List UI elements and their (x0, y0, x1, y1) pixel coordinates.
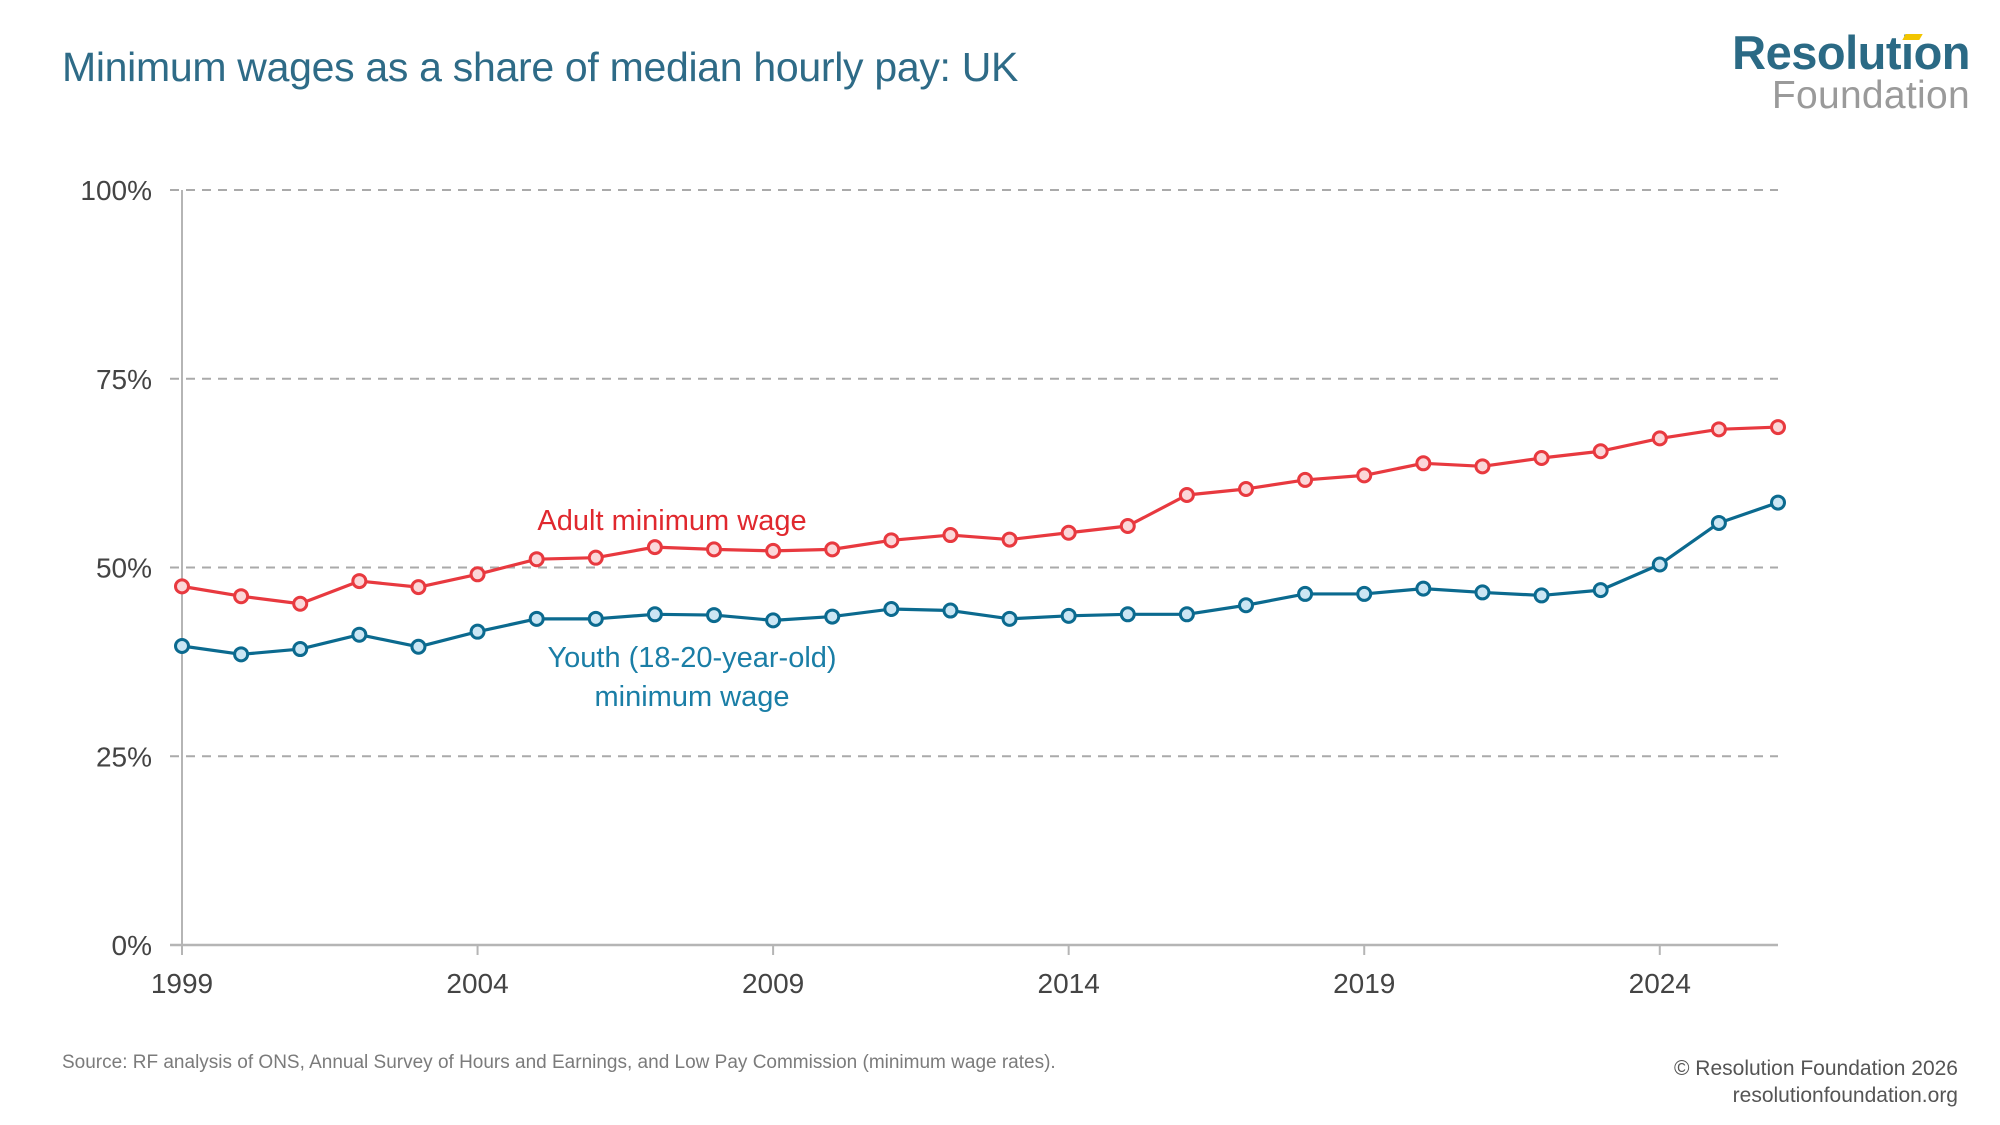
y-tick-label: 0% (112, 930, 152, 961)
youth-data-point (174, 638, 190, 655)
x-tick-label: 2009 (742, 968, 804, 999)
adult-data-point (233, 588, 250, 605)
y-tick-label: 100% (80, 175, 152, 206)
youth-data-point (233, 646, 250, 663)
adult-data-point (410, 579, 427, 596)
adult-data-point (1356, 467, 1373, 484)
adult-data-point (942, 527, 959, 544)
youth-data-point (883, 601, 900, 618)
youth-series-line (181, 501, 1779, 656)
youth-data-point (646, 606, 663, 623)
youth-data-point (292, 641, 309, 658)
youth-data-point (706, 607, 722, 624)
adult-data-point (292, 595, 309, 612)
logo-wordmark-top: Resolution (1732, 29, 1970, 76)
youth-data-point (1297, 585, 1314, 602)
adult-data-point (1533, 450, 1550, 467)
youth-data-point (469, 623, 486, 640)
adult-data-point (765, 542, 782, 559)
adult-data-point (587, 549, 604, 566)
youth-data-point (1060, 607, 1077, 624)
adult-data-point (1474, 458, 1491, 475)
website-link[interactable]: resolutionfoundation.org (1732, 1084, 1958, 1107)
youth-data-point (1356, 585, 1373, 602)
copyright-text: © Resolution Foundation 2026 (1673, 1057, 1958, 1080)
x-tick-label: 2014 (1038, 968, 1100, 999)
youth-data-point (528, 610, 545, 627)
x-tick-label: 2019 (1333, 968, 1395, 999)
adult-data-point (1060, 524, 1077, 541)
adult-series-label: Adult minimum wage (537, 505, 806, 537)
adult-data-point (1415, 455, 1432, 472)
youth-data-point (1178, 606, 1195, 623)
adult-data-point (1592, 443, 1609, 460)
y-tick-label: 50% (96, 553, 152, 584)
adult-data-point (883, 532, 900, 549)
adult-data-point (824, 541, 841, 558)
adult-series-line (181, 425, 1779, 606)
credit-block: © Resolution Foundation 2026 resolutionf… (1674, 1055, 1958, 1109)
youth-data-point (765, 612, 782, 629)
logo-text-foundation: Foundation (1771, 74, 1970, 117)
youth-data-point (587, 610, 604, 627)
youth-data-point (824, 608, 841, 625)
series-group (174, 419, 1786, 663)
series-labels: Adult minimum wage Youth (18-20-year-old… (537, 505, 836, 713)
youth-data-point (351, 626, 368, 643)
youth-data-point (1474, 584, 1491, 601)
adult-data-point (469, 566, 486, 583)
youth-data-point (1001, 610, 1018, 627)
adult-data-point (1238, 480, 1254, 497)
youth-series-label-line1: Youth (18-20-year-old) (547, 642, 836, 674)
axes (170, 190, 1778, 955)
adult-data-point (1651, 430, 1668, 447)
youth-series-label-line2: minimum wage (595, 681, 790, 713)
youth-data-point (410, 638, 427, 655)
chart-title: Minimum wages as a share of median hourl… (62, 44, 1019, 90)
youth-data-point (1533, 587, 1550, 604)
y-tick-label: 25% (96, 741, 152, 772)
adult-data-point (1770, 419, 1786, 436)
youth-data-point (942, 602, 959, 619)
resolution-foundation-logo: Resolution Foundation (1732, 29, 1970, 117)
youth-data-point (1651, 556, 1668, 573)
x-tick-label: 2024 (1629, 968, 1691, 999)
y-axis-tick-labels: 0% 25% 50% 75% 100% (80, 175, 152, 961)
youth-data-point (1710, 514, 1727, 531)
gridlines (170, 189, 1778, 758)
youth-data-point (1119, 606, 1136, 623)
youth-data-point (1238, 597, 1254, 614)
adult-data-point (1178, 487, 1195, 504)
adult-data-point (1710, 421, 1727, 438)
logo-text-resolution: Resolution (1732, 26, 1970, 79)
adult-data-point (706, 541, 722, 558)
adult-data-point (351, 573, 368, 590)
source-note: Source: RF analysis of ONS, Annual Surve… (62, 1052, 1056, 1073)
youth-data-point (1415, 580, 1432, 597)
youth-data-point (1770, 494, 1786, 511)
adult-data-point (174, 578, 190, 595)
adult-data-point (1119, 517, 1136, 534)
x-axis-tick-labels: 1999 2004 2009 2014 2019 2024 (151, 968, 1691, 999)
y-tick-label: 75% (96, 364, 152, 395)
x-tick-label: 2004 (446, 968, 508, 999)
adult-data-point (646, 539, 663, 556)
adult-data-point (528, 551, 545, 568)
adult-data-point (1001, 531, 1018, 548)
adult-data-point (1297, 471, 1314, 488)
youth-data-point (1592, 582, 1609, 599)
x-tick-label: 1999 (151, 968, 213, 999)
